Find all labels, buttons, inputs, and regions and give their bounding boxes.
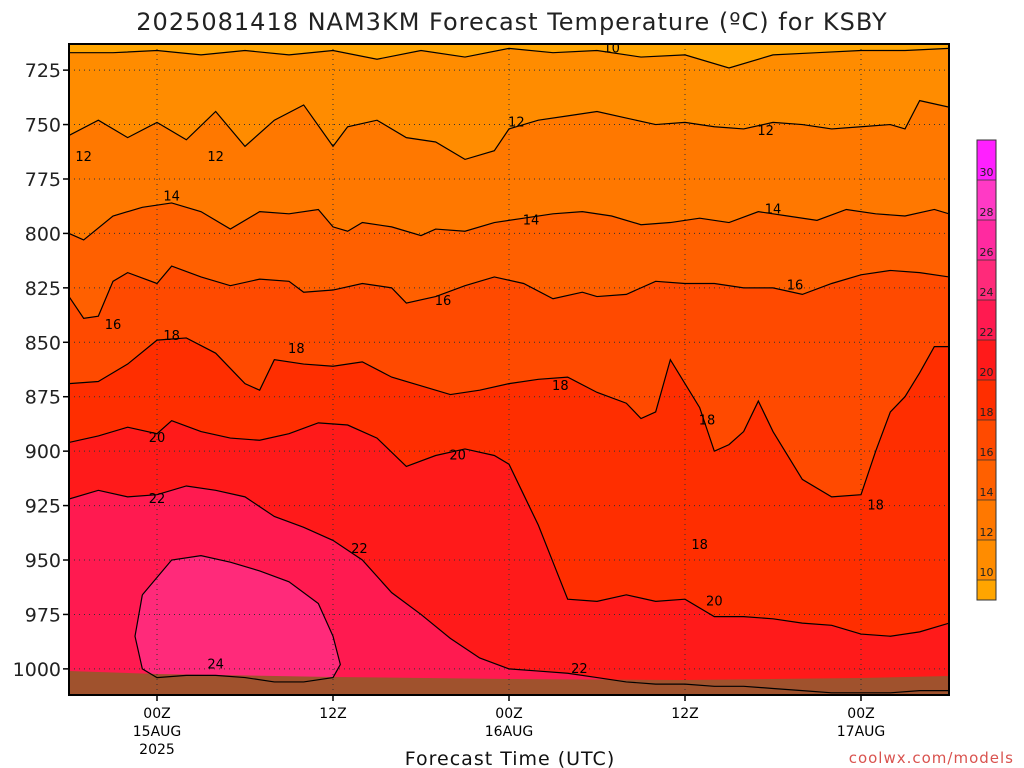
colorbar-segment <box>977 460 996 500</box>
contour-label-14: 14 <box>523 213 540 228</box>
grid-lines <box>69 44 949 695</box>
contour-label-12: 12 <box>207 150 224 165</box>
y-axis: 725 750 775 800 825 850 875 900 925 950 975 1000 <box>13 60 69 681</box>
contour-label-18: 18 <box>163 329 180 344</box>
colorbar-segment <box>977 380 996 420</box>
contour-label-12: 12 <box>75 150 92 165</box>
contour-label-18: 18 <box>552 379 569 394</box>
chart-title: 2025081418 NAM3KM Forecast Temperature (… <box>136 8 887 36</box>
contour-label-16: 16 <box>787 279 804 294</box>
colorbar-segment <box>977 420 996 460</box>
ground-surface <box>69 671 949 695</box>
colorbar-segment <box>977 260 996 300</box>
colorbar-tick-label: 14 <box>980 486 994 499</box>
contour-line-10 <box>69 47 949 69</box>
colorbar-tick-label: 26 <box>980 246 994 259</box>
x-tick-label: 12Z <box>671 706 698 722</box>
y-tick-label: 725 <box>25 60 61 82</box>
colorbar-segment <box>977 300 996 340</box>
y-tick-label: 950 <box>25 550 61 572</box>
x-tick-date-label: 17AUG <box>837 724 886 740</box>
band-above-24 <box>135 555 341 682</box>
contour-label-18: 18 <box>699 414 716 429</box>
contour-line-22 <box>69 485 949 694</box>
y-tick-label: 850 <box>25 332 61 354</box>
y-tick-label: 750 <box>25 115 61 137</box>
y-tick-label: 775 <box>25 169 61 191</box>
x-tick-label: 00Z <box>495 706 522 722</box>
contour-label-20: 20 <box>706 594 723 609</box>
contour-label-12: 12 <box>757 124 774 139</box>
contour-line-18 <box>69 337 949 498</box>
contour-label-20: 20 <box>449 449 466 464</box>
colorbar-tick-label: 24 <box>980 286 994 299</box>
contour-label-16: 16 <box>105 318 122 333</box>
contour-label-22: 22 <box>571 662 588 677</box>
x-tick-label: 00Z <box>143 706 170 722</box>
plot-area <box>69 44 949 695</box>
contour-label-18: 18 <box>867 499 884 514</box>
contour-line-14 <box>69 202 949 241</box>
y-tick-label: 900 <box>25 441 61 463</box>
x-axis: 00Z 15AUG 2025 12Z 00Z 16AUG 12Z 00Z 17AUG <box>133 695 886 758</box>
x-tick-date-label: 16AUG <box>485 724 534 740</box>
contour-line-24 <box>134 555 341 683</box>
y-tick-label: 825 <box>25 278 61 300</box>
x-tick-label: 00Z <box>847 706 874 722</box>
colorbar-tick-label: 30 <box>980 166 994 179</box>
colorbar-tick-label: 28 <box>980 206 994 219</box>
colorbar-tick-label: 16 <box>980 446 994 459</box>
colorbar-tick-label: 10 <box>980 566 994 579</box>
contour-label-18: 18 <box>288 342 305 357</box>
colorbar-segment <box>977 580 996 600</box>
y-tick-label: 800 <box>25 223 61 245</box>
y-tick-label: 875 <box>25 387 61 409</box>
colorbar-segment <box>977 340 996 380</box>
contour-label-22: 22 <box>351 542 368 557</box>
contour-label-18: 18 <box>691 538 708 553</box>
contour-label-10: 10 <box>603 41 620 56</box>
colorbar-segment <box>977 500 996 540</box>
contour-label-24: 24 <box>207 658 224 673</box>
x-tick-label: 12Z <box>319 706 346 722</box>
contour-label-22: 22 <box>149 492 166 507</box>
colorbar-segment <box>977 140 996 180</box>
contour-label-14: 14 <box>765 202 782 217</box>
colorbar-frame <box>976 139 997 601</box>
x-axis-title: Forecast Time (UTC) <box>405 748 615 768</box>
x-tick-year-label: 2025 <box>139 742 175 758</box>
contour-label-20: 20 <box>149 431 166 446</box>
contour-lines <box>69 47 949 694</box>
colorbar-tick-label: 18 <box>980 406 994 419</box>
colorbar-segment <box>977 540 996 580</box>
contour-label-16: 16 <box>435 294 452 309</box>
contour-line-20 <box>69 419 949 637</box>
x-tick-date-label: 15AUG <box>133 724 182 740</box>
contour-label-14: 14 <box>163 189 180 204</box>
y-tick-label: 925 <box>25 496 61 518</box>
credit-text: coolwx.com/models <box>849 749 1014 767</box>
colorbar-segment <box>977 220 996 260</box>
colorbar-tick-label: 12 <box>980 526 994 539</box>
y-tick-label: 1000 <box>13 659 61 681</box>
contour-labels: 10 12 12 12 12 14 14 14 16 16 16 18 18 18 18 18 18 20 20 20… <box>75 41 884 677</box>
contour-label-12: 12 <box>508 115 525 130</box>
contour-line-12 <box>69 99 949 161</box>
contour-line-16 <box>69 265 949 319</box>
colorbar: 10 12 14 16 18 20 22 24 26 28 30 <box>976 139 997 601</box>
y-tick-label: 975 <box>25 604 61 626</box>
colorbar-tick-label: 22 <box>980 326 994 339</box>
colorbar-tick-label: 20 <box>980 366 994 379</box>
colorbar-segment <box>977 180 996 220</box>
